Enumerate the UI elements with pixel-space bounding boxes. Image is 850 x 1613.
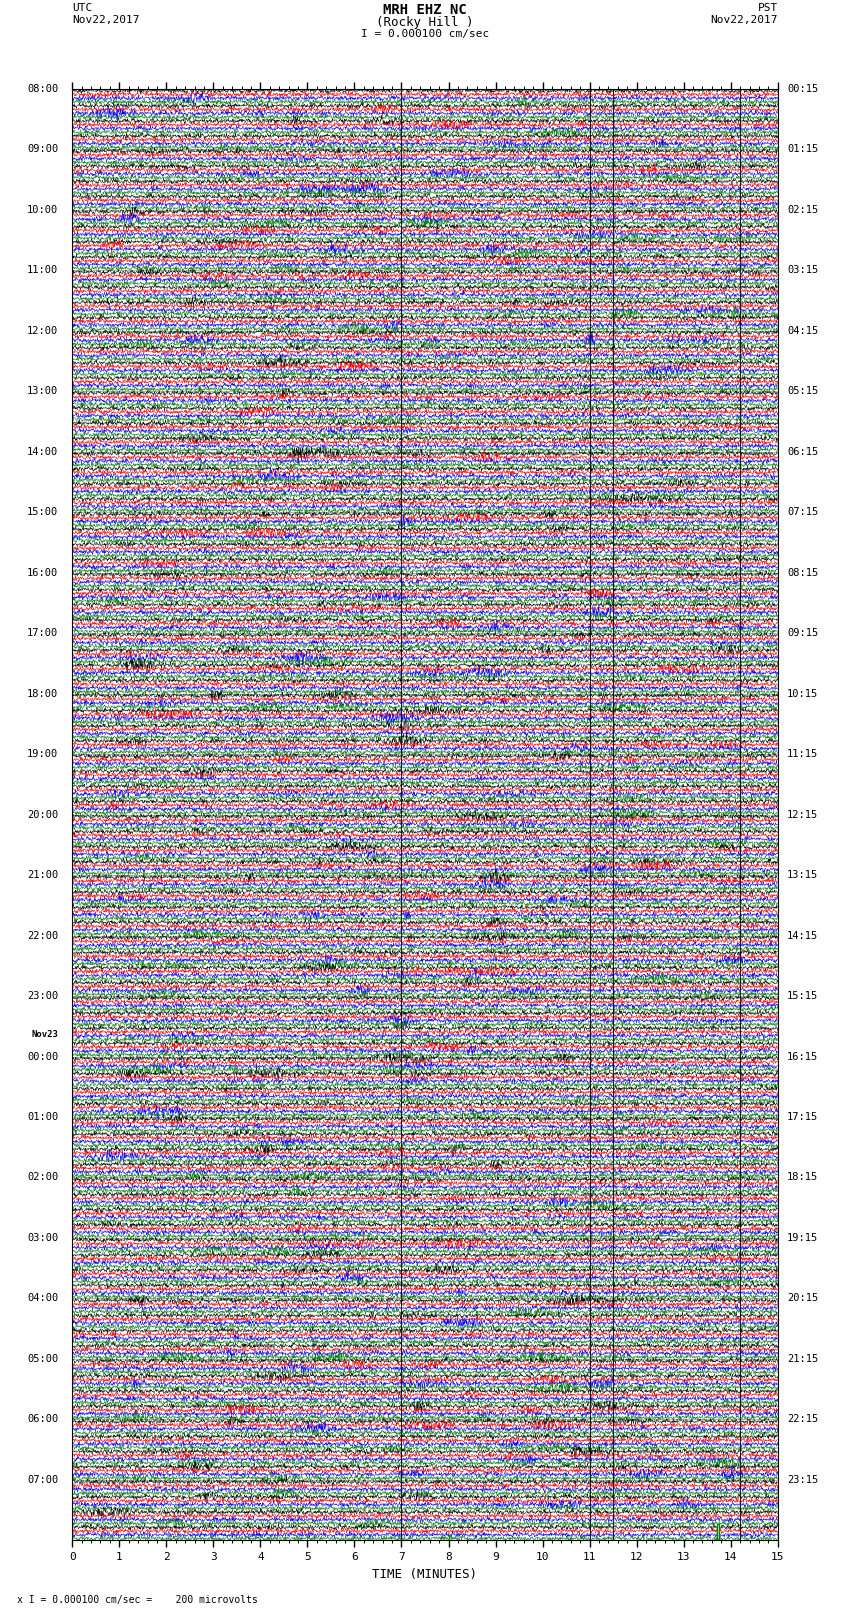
Text: 04:15: 04:15	[787, 326, 819, 336]
Text: 00:00: 00:00	[27, 1052, 58, 1061]
Text: 12:15: 12:15	[787, 810, 819, 819]
Text: 11:00: 11:00	[27, 265, 58, 276]
Text: 16:00: 16:00	[27, 568, 58, 577]
Text: 13:00: 13:00	[27, 386, 58, 397]
Text: 15:15: 15:15	[787, 990, 819, 1002]
Text: 21:15: 21:15	[787, 1353, 819, 1365]
Text: 14:00: 14:00	[27, 447, 58, 456]
Text: 11:15: 11:15	[787, 748, 819, 760]
Text: 10:00: 10:00	[27, 205, 58, 215]
FancyBboxPatch shape	[717, 1524, 719, 1539]
Text: 13:15: 13:15	[787, 869, 819, 881]
Text: 00:15: 00:15	[787, 84, 819, 94]
Text: 02:15: 02:15	[787, 205, 819, 215]
Text: UTC: UTC	[72, 3, 93, 13]
Text: 07:00: 07:00	[27, 1474, 58, 1486]
Text: MRH EHZ NC: MRH EHZ NC	[383, 3, 467, 18]
Text: 03:00: 03:00	[27, 1232, 58, 1244]
Text: 18:15: 18:15	[787, 1173, 819, 1182]
Text: 05:15: 05:15	[787, 386, 819, 397]
Text: 01:00: 01:00	[27, 1111, 58, 1123]
Text: 15:00: 15:00	[27, 506, 58, 518]
Text: 18:00: 18:00	[27, 689, 58, 698]
Text: 03:15: 03:15	[787, 265, 819, 276]
Text: 09:00: 09:00	[27, 144, 58, 155]
Text: 19:15: 19:15	[787, 1232, 819, 1244]
Text: 08:15: 08:15	[787, 568, 819, 577]
Text: PST: PST	[757, 3, 778, 13]
Text: 09:15: 09:15	[787, 627, 819, 639]
Text: 08:00: 08:00	[27, 84, 58, 94]
Text: Nov23: Nov23	[31, 1031, 58, 1039]
Text: 19:00: 19:00	[27, 748, 58, 760]
Text: 17:15: 17:15	[787, 1111, 819, 1123]
Text: 05:00: 05:00	[27, 1353, 58, 1365]
Text: 20:15: 20:15	[787, 1294, 819, 1303]
Text: 16:15: 16:15	[787, 1052, 819, 1061]
Text: 17:00: 17:00	[27, 627, 58, 639]
Text: 22:00: 22:00	[27, 931, 58, 940]
Text: 02:00: 02:00	[27, 1173, 58, 1182]
X-axis label: TIME (MINUTES): TIME (MINUTES)	[372, 1568, 478, 1581]
Text: 01:15: 01:15	[787, 144, 819, 155]
Text: 10:15: 10:15	[787, 689, 819, 698]
Text: 14:15: 14:15	[787, 931, 819, 940]
Text: Nov22,2017: Nov22,2017	[711, 15, 778, 24]
Text: I = 0.000100 cm/sec: I = 0.000100 cm/sec	[361, 29, 489, 39]
Text: 04:00: 04:00	[27, 1294, 58, 1303]
Text: 23:15: 23:15	[787, 1474, 819, 1486]
Text: 06:00: 06:00	[27, 1415, 58, 1424]
Text: 06:15: 06:15	[787, 447, 819, 456]
Text: 07:15: 07:15	[787, 506, 819, 518]
Text: 12:00: 12:00	[27, 326, 58, 336]
Text: 23:00: 23:00	[27, 990, 58, 1002]
Text: 21:00: 21:00	[27, 869, 58, 881]
Text: (Rocky Hill ): (Rocky Hill )	[377, 16, 473, 29]
Text: 20:00: 20:00	[27, 810, 58, 819]
Text: 22:15: 22:15	[787, 1415, 819, 1424]
Text: x I = 0.000100 cm/sec =    200 microvolts: x I = 0.000100 cm/sec = 200 microvolts	[17, 1595, 258, 1605]
Text: Nov22,2017: Nov22,2017	[72, 15, 139, 24]
